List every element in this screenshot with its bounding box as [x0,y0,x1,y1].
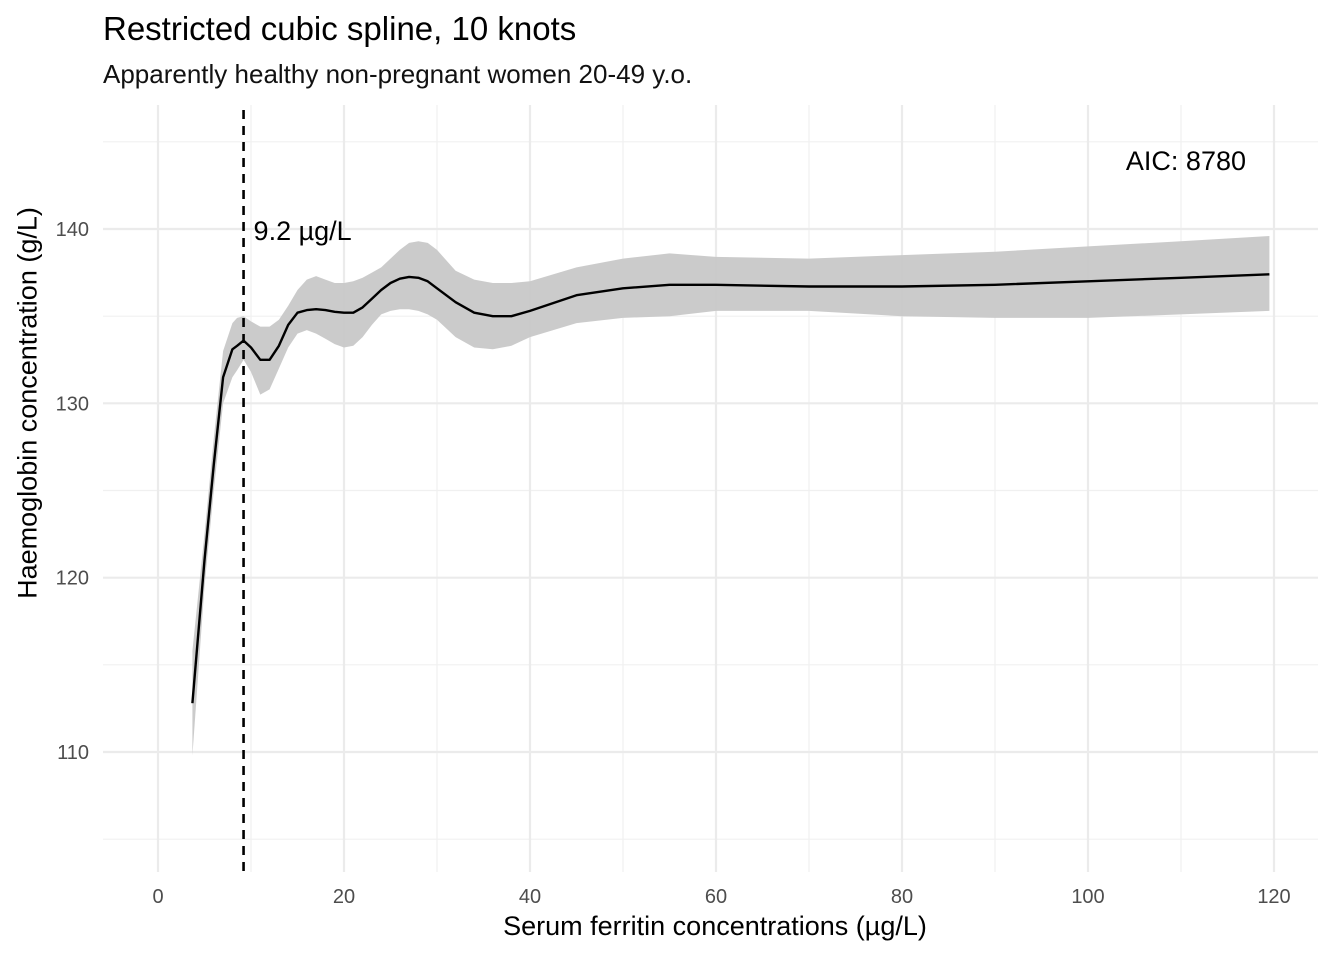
y-tick-label: 110 [57,742,89,764]
spline-line-group [191,273,1270,704]
y-axis-ticks: 110 120 130 140 [56,219,89,764]
x-tick-label: 80 [891,886,913,908]
x-tick-label: 120 [1257,886,1290,908]
x-tick-label: 20 [333,886,355,908]
chart-subtitle: Apparently healthy non-pregnant women 20… [103,59,693,89]
x-axis-ticks: 0 20 40 60 80 100 120 [152,886,1290,908]
annotation-group: 9.2 µg/L AIC: 8780 [242,110,1246,872]
threshold-label: 9.2 µg/L [254,216,352,246]
y-axis-label: Haemoglobin concentration (g/L) [12,207,43,599]
grid-minor [103,105,1318,872]
x-tick-label: 0 [152,886,163,908]
y-tick-label: 120 [56,568,89,590]
x-tick-label: 60 [705,886,727,908]
grid-major [103,105,1318,872]
y-tick-label: 130 [56,393,89,415]
aic-label: AIC: 8780 [1126,146,1246,176]
spline-line [191,273,1270,704]
x-axis-label: Serum ferritin concentrations (µg/L) [503,911,927,941]
chart-title: Restricted cubic spline, 10 knots [103,10,577,47]
confidence-band-group [192,236,1270,756]
confidence-band [192,236,1270,756]
x-tick-label: 40 [519,886,541,908]
y-tick-label: 140 [56,219,89,241]
x-tick-label: 100 [1071,886,1104,908]
